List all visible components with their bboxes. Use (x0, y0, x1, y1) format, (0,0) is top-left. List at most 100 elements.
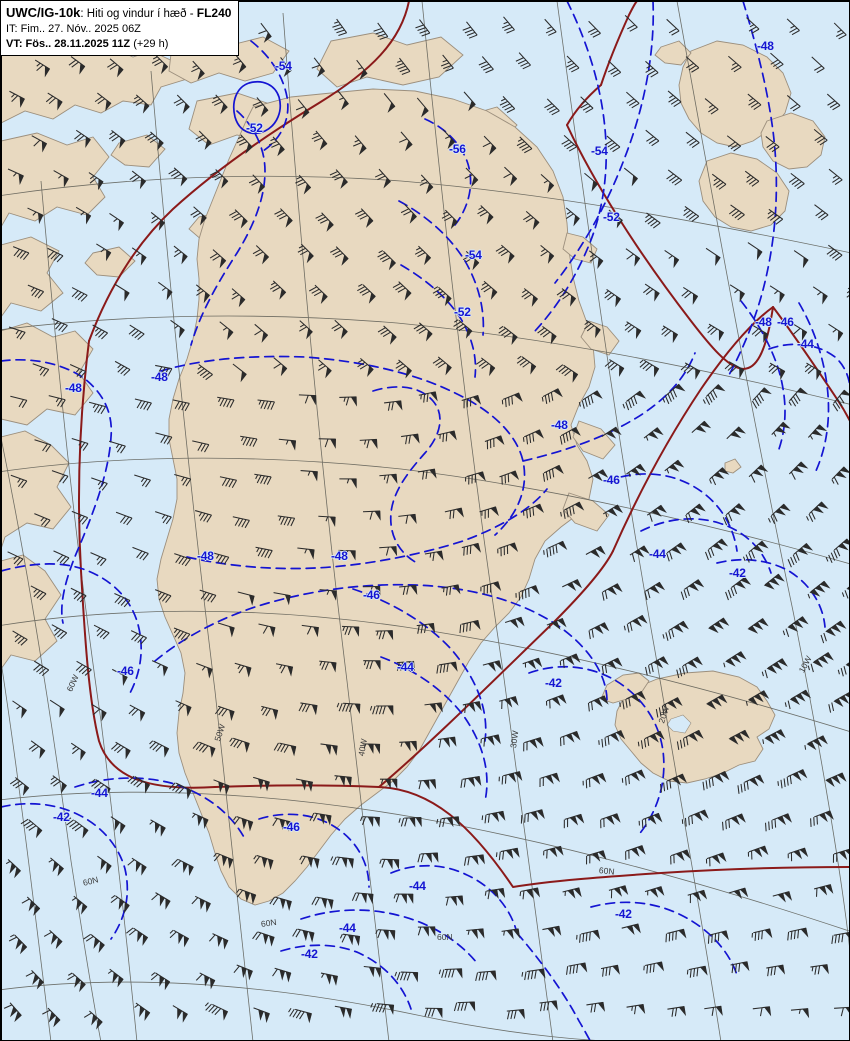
wind-barb (8, 326, 26, 340)
wind-barb (622, 390, 647, 411)
wind-barb (721, 813, 746, 831)
wind-barb (683, 206, 700, 222)
wind-barb (362, 743, 381, 755)
wind-barb (680, 579, 705, 600)
wind-barb (71, 510, 89, 525)
wind-barb (745, 690, 770, 706)
wind-barb (109, 213, 125, 232)
wind-barb (804, 735, 828, 751)
wind-barb (336, 702, 361, 714)
wind-barb (788, 172, 805, 190)
land-iceland (614, 670, 776, 784)
parallel-60N (1, 791, 849, 932)
wind-barb (432, 286, 452, 307)
wind-barb (587, 20, 601, 38)
isotherm--48-e (522, 352, 696, 462)
land-svalbard-s (698, 152, 790, 232)
wind-barb (666, 18, 680, 36)
wind-barb (83, 933, 105, 953)
wind-barb (562, 579, 583, 592)
wind-barb (236, 134, 253, 155)
wind-barb (812, 286, 828, 305)
wind-barb (685, 503, 706, 524)
wind-barb (607, 60, 622, 78)
wind-barb (793, 250, 809, 269)
wind-barb (253, 1007, 270, 1023)
meridian-60W (40, 180, 138, 1040)
wind-barb (338, 549, 356, 561)
wind-barb (521, 968, 546, 981)
wind-barb (730, 961, 750, 974)
wind-barb (820, 620, 847, 644)
wind-barb (134, 474, 151, 488)
wind-barb (400, 204, 417, 224)
wind-barb (332, 18, 348, 36)
wind-barb (645, 60, 659, 78)
wind-barb (484, 887, 506, 900)
wind-barb (107, 58, 124, 78)
wind-barb (726, 135, 741, 152)
wind-barb (339, 478, 357, 489)
wind-barb (625, 248, 641, 267)
wind-barb (747, 93, 762, 110)
wind-barb (379, 858, 400, 870)
wind-barb (191, 60, 205, 81)
wind-barb (396, 660, 415, 672)
wind-barb (373, 22, 389, 40)
wind-barb (359, 816, 380, 828)
wind-barb (309, 284, 328, 305)
wind-barb (393, 893, 414, 904)
wind-barb (108, 440, 126, 454)
wind-barb (357, 283, 376, 304)
wind-barb (149, 819, 166, 837)
wind-barb (197, 364, 213, 381)
wind-barb (199, 589, 217, 603)
wind-barb (751, 928, 773, 941)
wind-barb (764, 813, 792, 832)
wind-barb (828, 692, 849, 713)
wind-barb (481, 810, 506, 824)
wind-barb (726, 426, 746, 440)
wind-barb (466, 928, 485, 940)
wind-barb (128, 324, 145, 341)
meridian-70W (1, 435, 102, 1040)
wind-barb (398, 816, 422, 828)
wind-barb (8, 934, 28, 955)
wind-barb (51, 318, 68, 333)
wind-barb (582, 773, 607, 789)
wind-barb (442, 129, 456, 149)
wind-barb (12, 246, 30, 260)
wind-barb (272, 817, 292, 832)
wind-barb (544, 18, 557, 36)
wind-barb (543, 540, 568, 558)
wind-barb (130, 630, 147, 645)
wind-barb (841, 586, 849, 599)
isotherm--54-mid (398, 200, 485, 336)
wind-barb (9, 777, 30, 796)
isotherm--48-green-s (186, 488, 548, 570)
wind-barb (298, 394, 317, 406)
wind-barb (807, 424, 828, 440)
wind-barb (834, 1006, 849, 1017)
wind-barb (111, 741, 131, 760)
wind-barb (814, 884, 834, 897)
wind-barb (173, 627, 191, 642)
wind-barb (825, 772, 847, 787)
wind-barb (319, 589, 337, 601)
wind-barb (814, 204, 829, 221)
legend-initial-time: IT: Fim.. 27. Nóv.. 2025 06Z (6, 23, 141, 36)
wind-barb (681, 286, 699, 305)
wind-barb (69, 364, 87, 379)
wind-barb (169, 782, 192, 800)
wind-barb (459, 620, 481, 634)
wind-barb (50, 775, 67, 794)
wind-barb (255, 546, 273, 559)
wind-barb (831, 466, 849, 485)
wind-barb (828, 323, 844, 342)
wind-barb (586, 1001, 606, 1013)
wind-barb (395, 57, 411, 75)
wind-barb (236, 888, 257, 905)
isotherm--44-right (768, 343, 849, 386)
wind-barb (377, 325, 397, 345)
wind-barb (460, 775, 482, 788)
